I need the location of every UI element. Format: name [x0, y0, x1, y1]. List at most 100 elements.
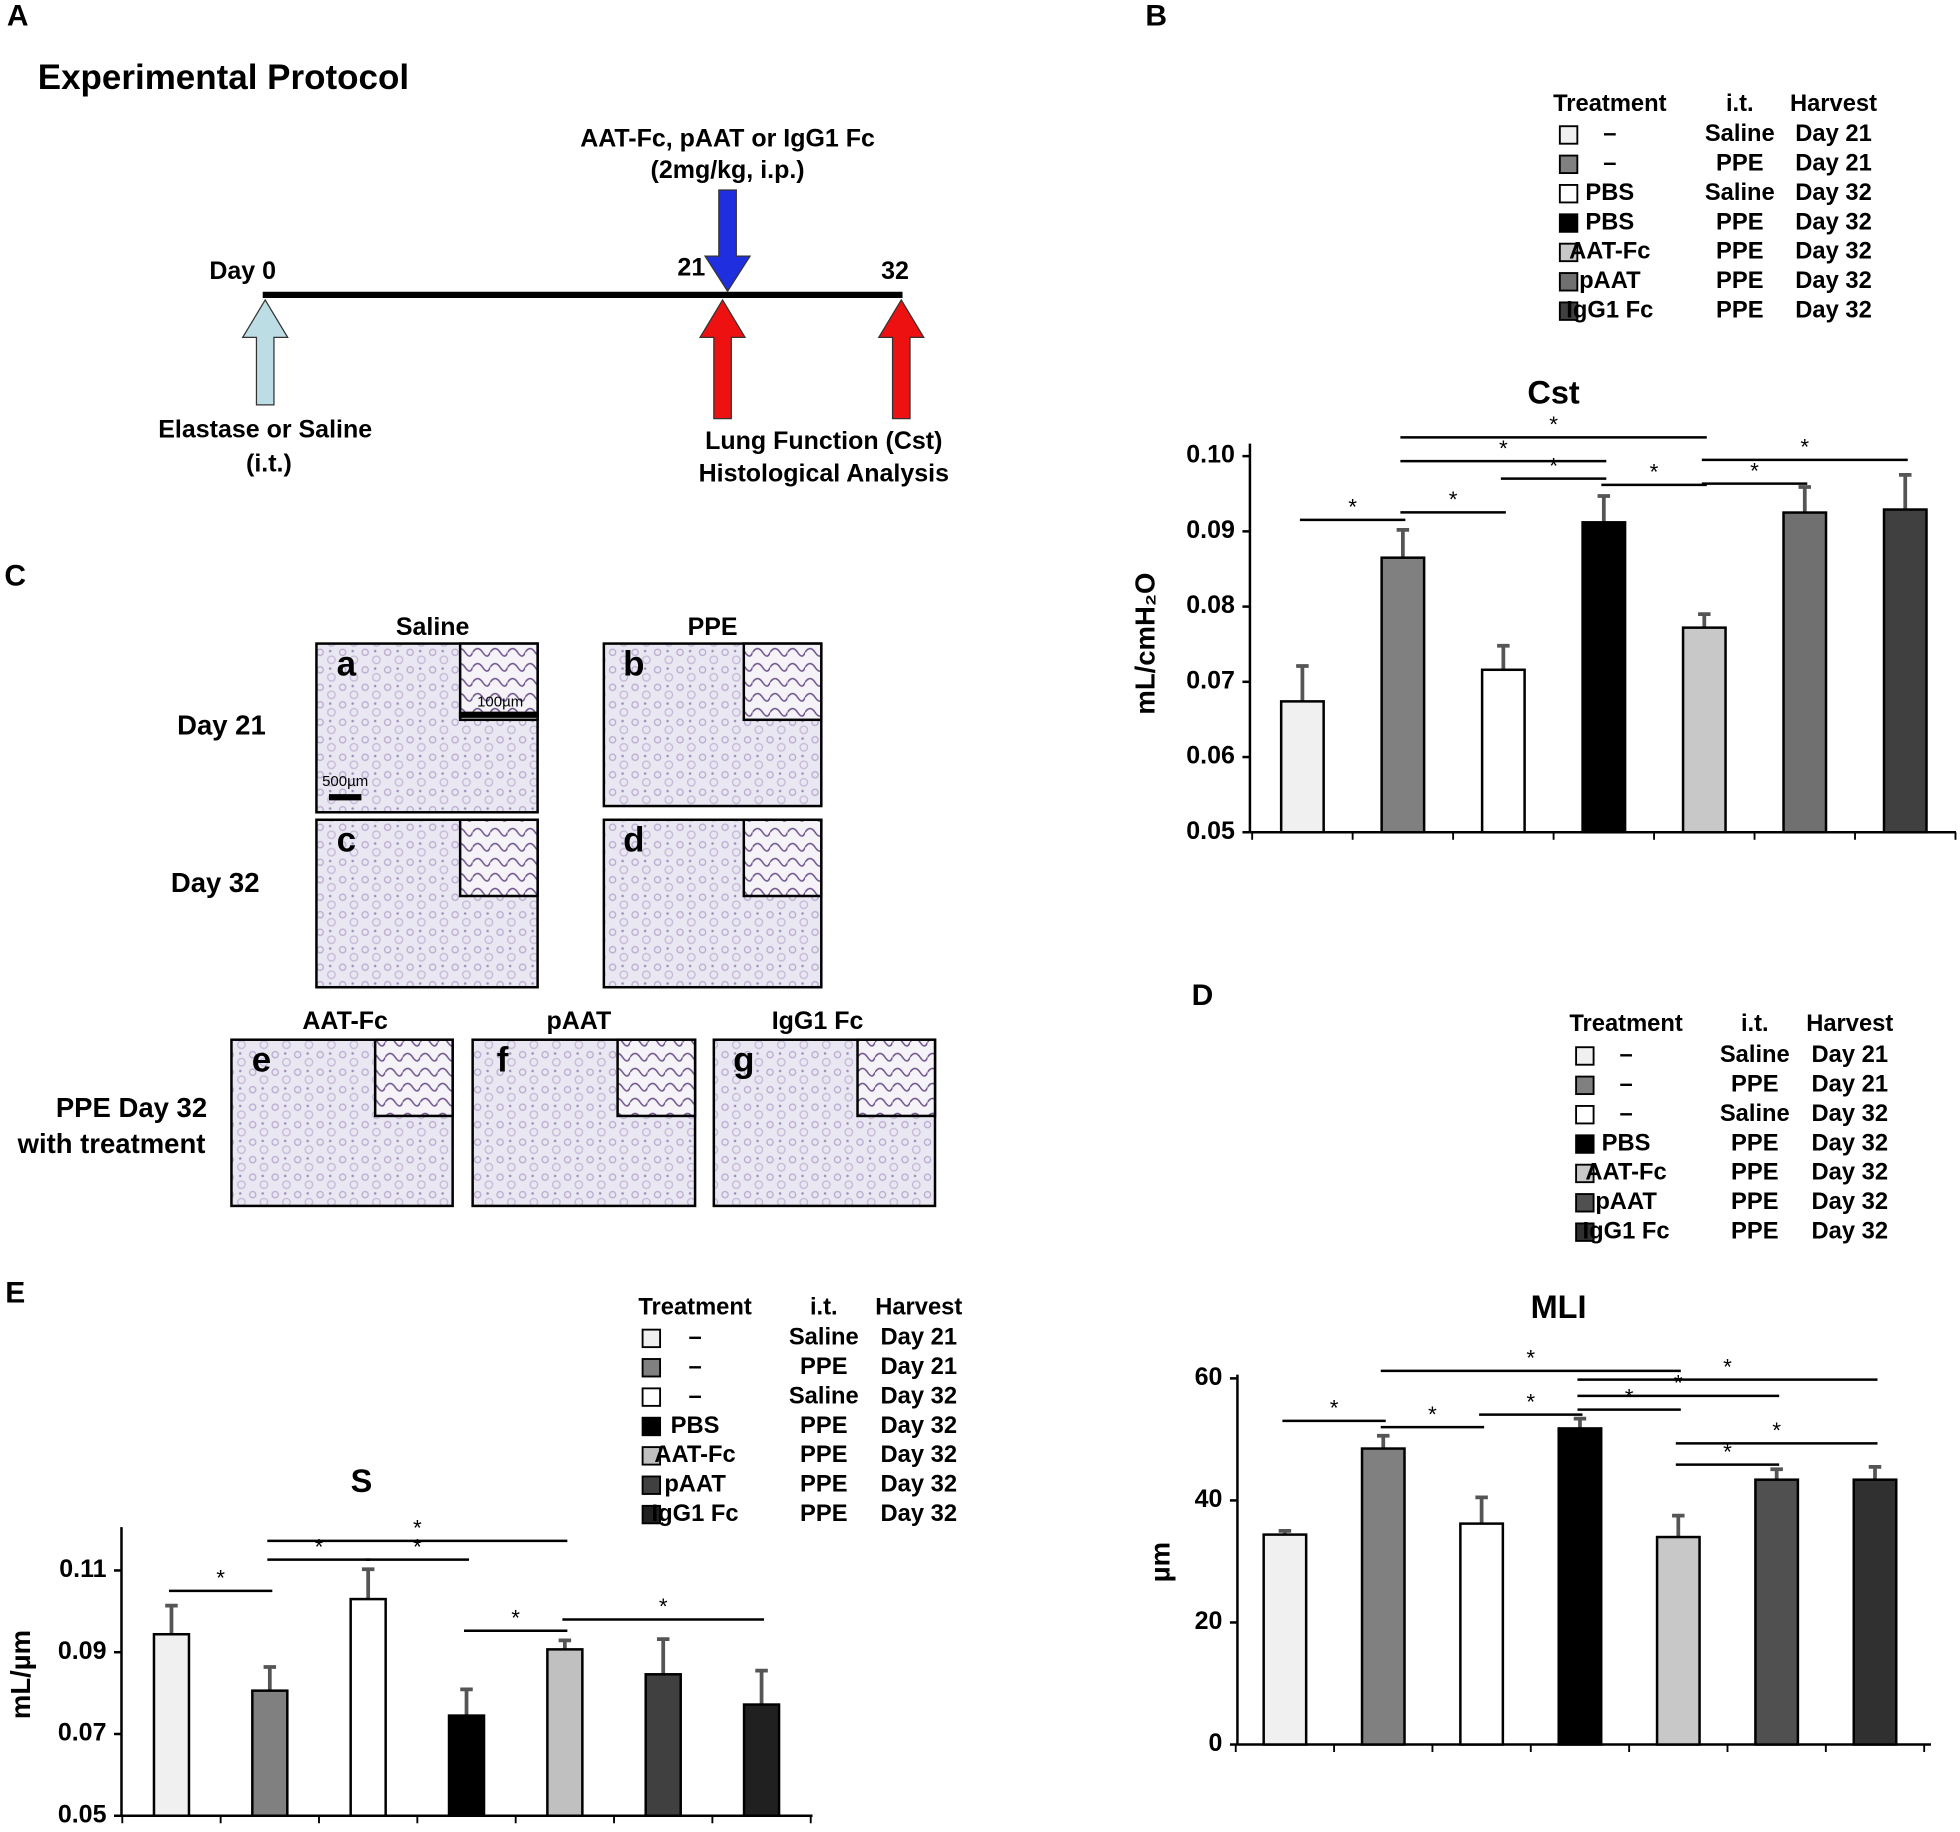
- image-letter: d: [623, 821, 644, 860]
- image-letter: e: [252, 1040, 271, 1079]
- significance-label: *: [1549, 412, 1558, 437]
- legend-entry: pAAT: [664, 1471, 726, 1497]
- panel-label: E: [5, 1277, 25, 1310]
- error-bar: [1377, 1433, 1390, 1449]
- significance-label: *: [413, 1534, 422, 1559]
- bar: [1459, 1522, 1505, 1746]
- legend-swatch: [1575, 1046, 1595, 1066]
- chart-title: S: [351, 1463, 373, 1499]
- error-bar: [460, 1687, 473, 1716]
- legend-entry: PPE: [1731, 1072, 1779, 1098]
- error-bar: [558, 1638, 572, 1650]
- legend-swatch: [641, 1358, 662, 1378]
- legend-entry: Day 32: [880, 1383, 957, 1409]
- legend-entry: Day 32: [1795, 268, 1872, 294]
- bar: [251, 1689, 289, 1818]
- legend-entry: Day 32: [880, 1413, 957, 1439]
- y-tick-label: 40: [1195, 1485, 1223, 1513]
- significance-label: *: [1723, 1354, 1732, 1379]
- analysis-arrow: [877, 298, 925, 420]
- error-bar: [1672, 1513, 1685, 1538]
- significance-label: *: [511, 1605, 520, 1630]
- bar: [1557, 1427, 1603, 1746]
- histology-inset: [458, 818, 539, 898]
- legend-entry: Day 21: [1795, 121, 1872, 147]
- panel-label: A: [7, 0, 29, 32]
- column-label: pAAT: [546, 1007, 611, 1035]
- legend-entry: –: [688, 1325, 701, 1351]
- error-bar: [1597, 494, 1611, 523]
- timepoint: 21: [677, 253, 705, 281]
- bar: [447, 1714, 486, 1818]
- legend-entry: Day 32: [880, 1501, 957, 1527]
- error-bar: [1573, 1416, 1587, 1429]
- legend-header: i.t.: [1726, 91, 1754, 117]
- error-bar: [1898, 473, 1912, 510]
- legend-entry: AAT-Fc: [1569, 239, 1650, 265]
- error-bar: [165, 1603, 178, 1635]
- legend-entry: PPE: [1716, 209, 1764, 235]
- y-tick-label: 60: [1195, 1363, 1223, 1391]
- y-tick-label: 0.09: [58, 1637, 107, 1665]
- column-label: PPE: [688, 613, 738, 641]
- histology-inset: [616, 1038, 697, 1118]
- significance-label: *: [1348, 495, 1357, 520]
- bar: [1655, 1535, 1701, 1746]
- bar: [1882, 508, 1928, 834]
- legend-entry: Day 32: [1811, 1101, 1888, 1127]
- y-tick-label: 0.07: [58, 1719, 107, 1747]
- significance-label: *: [216, 1566, 225, 1591]
- legend-entry: PBS: [1602, 1130, 1651, 1156]
- legend-entry: –: [1603, 121, 1616, 147]
- error-bar: [1868, 1464, 1882, 1480]
- legend-swatch: [1575, 1163, 1595, 1184]
- row-label: with treatment: [17, 1128, 206, 1159]
- legend-header: Treatment: [638, 1295, 752, 1321]
- significance-label: *: [1800, 435, 1809, 460]
- legend-swatch: [1575, 1105, 1595, 1125]
- legend-entry: Day 32: [1811, 1160, 1888, 1186]
- panel-title: Experimental Protocol: [38, 58, 409, 97]
- timepoint: Day 0: [209, 257, 276, 285]
- legend-entry: Day 32: [1811, 1130, 1888, 1156]
- bar: [1262, 1533, 1308, 1746]
- legend-entry: PPE: [1716, 151, 1764, 177]
- legend-entry: Day 32: [1795, 209, 1872, 235]
- histology-inset: [373, 1038, 454, 1118]
- legend-swatch: [1575, 1222, 1595, 1242]
- bar: [1360, 1447, 1406, 1746]
- bar: [1681, 626, 1727, 834]
- legend-entry: IgG1 Fc: [652, 1501, 739, 1527]
- legend-entry: Day 32: [1795, 239, 1872, 265]
- y-tick-label: 0.05: [1186, 817, 1235, 845]
- significance-label: *: [1772, 1418, 1781, 1443]
- y-tick-label: 0.06: [1186, 742, 1235, 770]
- y-axis-label: mL/µm: [5, 1630, 36, 1719]
- legend-entry: Day 32: [1795, 180, 1872, 206]
- legend-entry: IgG1 Fc: [1583, 1218, 1670, 1244]
- bar: [742, 1703, 781, 1818]
- legend-header: Harvest: [875, 1295, 962, 1321]
- row-label: Day 32: [171, 867, 260, 898]
- error-bar: [1296, 664, 1309, 702]
- legend-entry: Day 21: [1795, 151, 1872, 177]
- significance-label: *: [1330, 1396, 1339, 1421]
- legend-entry: Day 32: [880, 1471, 957, 1497]
- legend-entry: PPE: [1716, 268, 1764, 294]
- bar: [1581, 521, 1627, 834]
- legend-entry: PPE: [1731, 1130, 1779, 1156]
- histology-inset: [742, 818, 823, 898]
- significance-label: *: [659, 1594, 668, 1619]
- legend-entry: PPE: [1716, 297, 1764, 323]
- histology-inset: [458, 642, 539, 722]
- bar: [349, 1597, 387, 1818]
- legend-entry: PPE: [800, 1413, 848, 1439]
- error-bar: [656, 1637, 670, 1675]
- legend-entry: –: [1603, 151, 1616, 177]
- legend-swatch: [1558, 213, 1579, 233]
- image-letter: g: [733, 1040, 754, 1079]
- histology-inset: [856, 1038, 937, 1118]
- y-tick-label: 20: [1195, 1607, 1223, 1635]
- y-tick-label: 0: [1209, 1729, 1223, 1757]
- legend-entry: PPE: [800, 1501, 848, 1527]
